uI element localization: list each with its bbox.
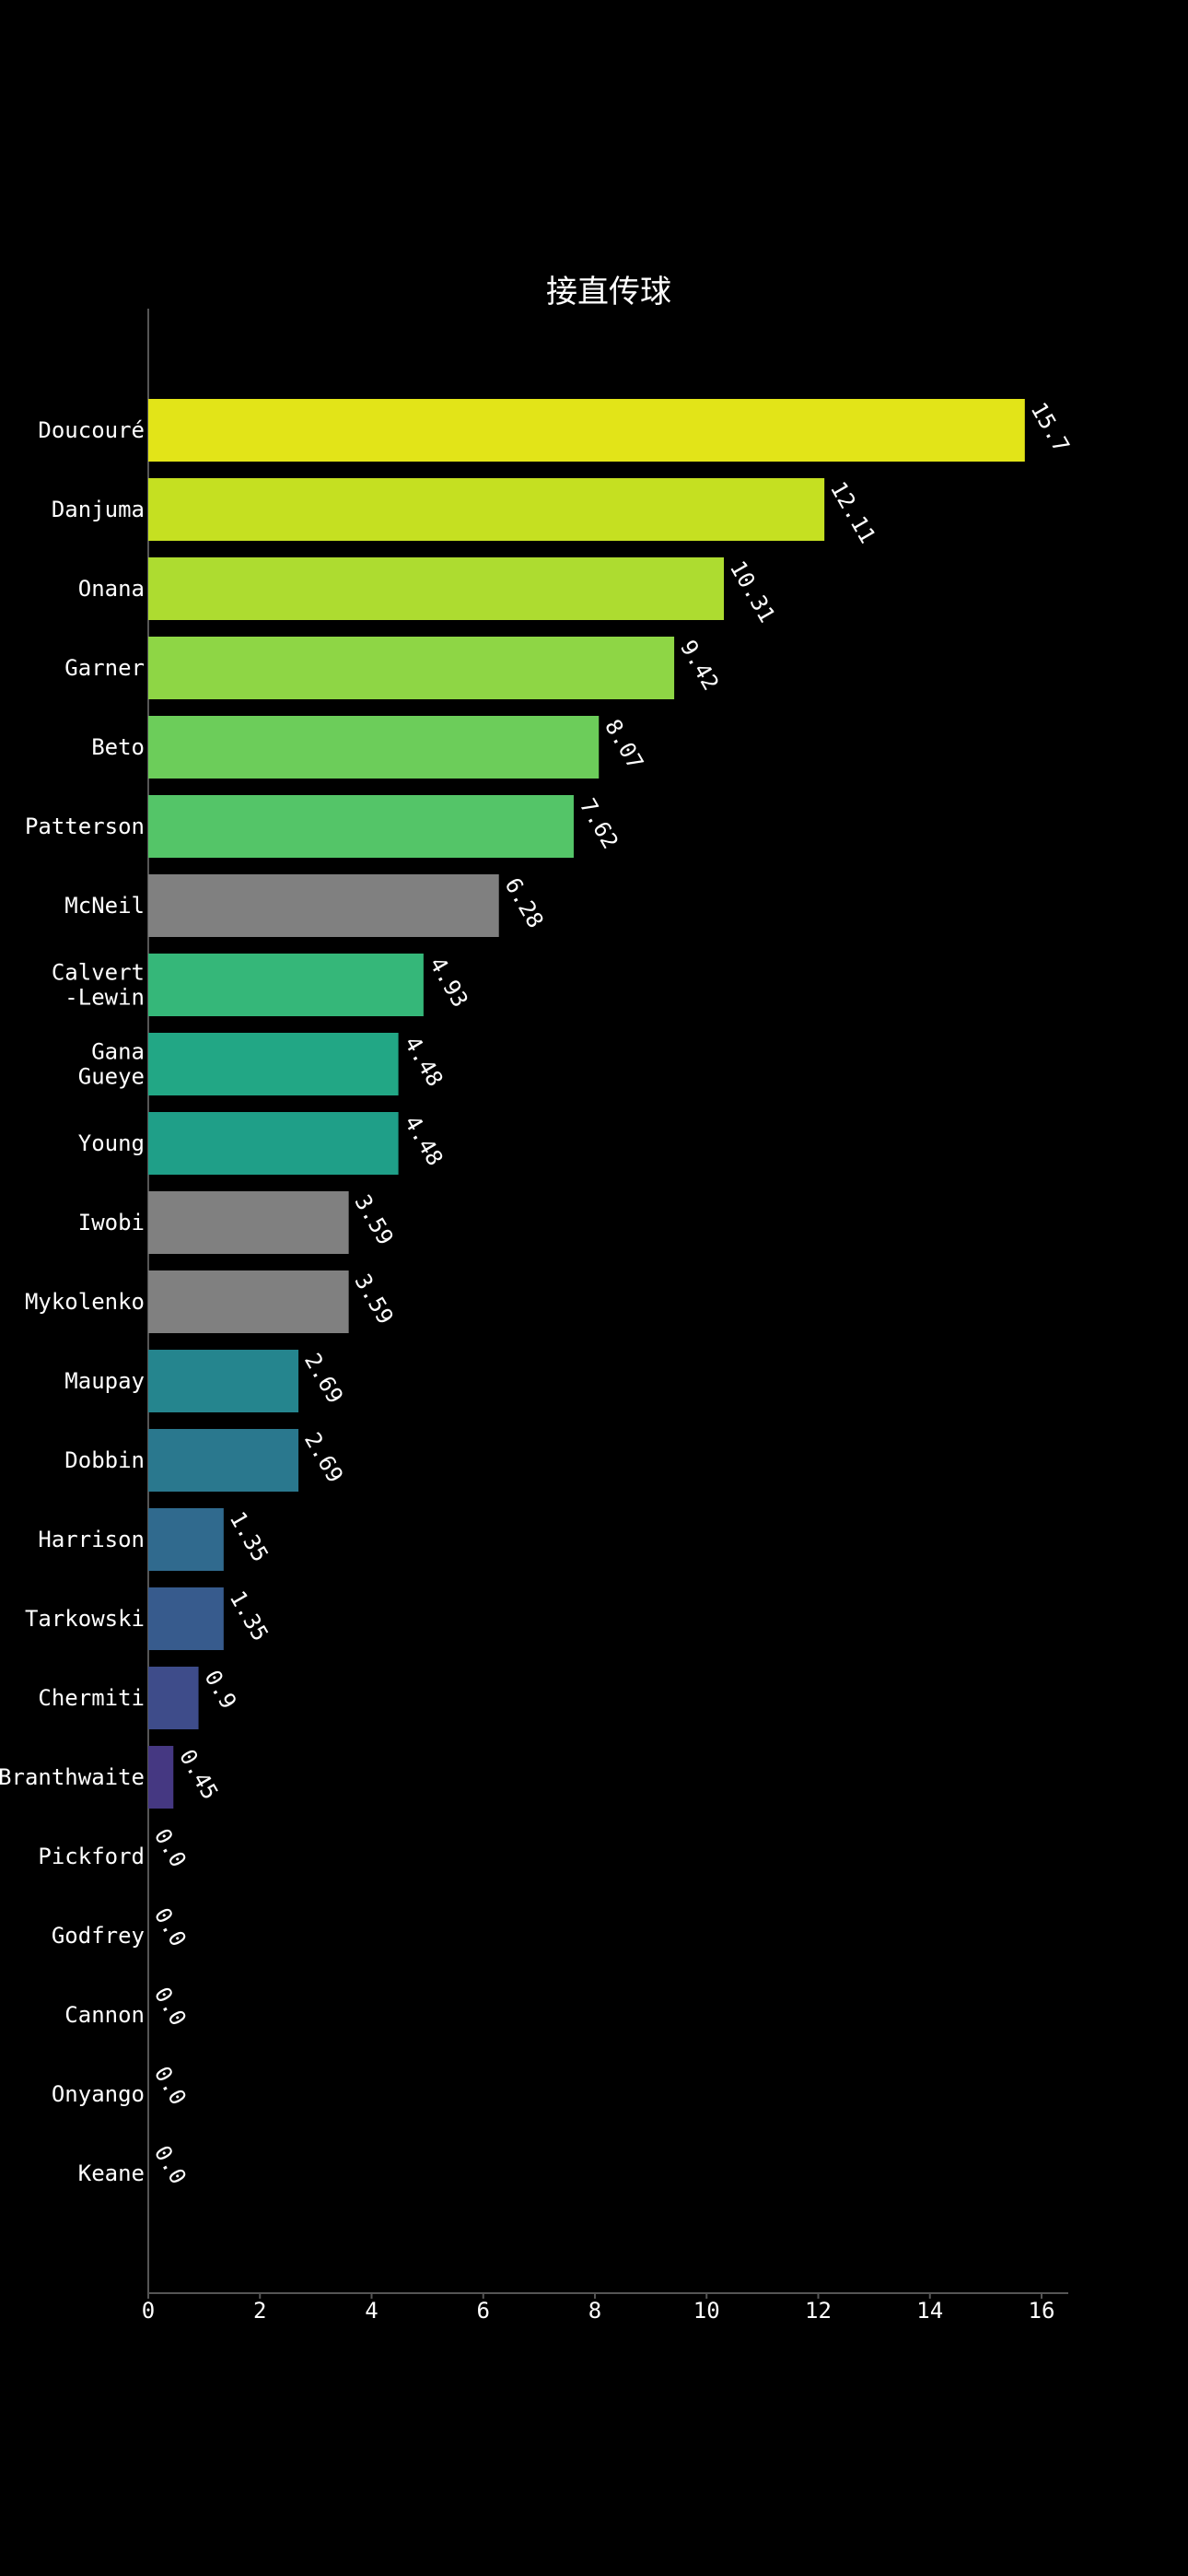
bar (148, 795, 574, 858)
x-tick-label: 10 (693, 2298, 720, 2324)
category-label: Onyango (52, 2081, 145, 2107)
category-label: Harrison (38, 1527, 145, 1552)
bar (148, 1033, 399, 1095)
value-label: 0.9 (199, 1666, 241, 1714)
category-label: Dobbin (64, 1447, 145, 1473)
value-label: 2.69 (299, 1428, 348, 1487)
category-label: Gana Gueye (78, 1039, 145, 1090)
value-label: 2.69 (299, 1349, 348, 1408)
bar (148, 1587, 224, 1650)
category-label: Tarkowski (25, 1606, 145, 1632)
x-tick-label: 4 (365, 2298, 378, 2324)
value-label: 7.62 (575, 794, 623, 853)
chart-title: 接直传球 (546, 274, 671, 310)
bar (148, 1508, 224, 1571)
category-label: Danjuma (52, 497, 145, 522)
x-tick-label: 8 (588, 2298, 601, 2324)
value-label: 10.31 (725, 556, 780, 627)
bars-layer (148, 399, 1025, 1809)
category-label: Patterson (25, 814, 145, 839)
x-tick-labels-layer: 0 2 4 6 8 10 12 14 16 (142, 2293, 1055, 2324)
bar (148, 1746, 174, 1809)
value-label: 0.45 (174, 1745, 223, 1804)
category-label: Doucouré (38, 417, 145, 443)
value-label: 12.11 (825, 477, 880, 548)
bar (148, 399, 1025, 462)
category-label: Cannon (64, 2002, 145, 2028)
bar (148, 1191, 349, 1254)
category-label: Pickford (38, 1844, 145, 1869)
category-label: Iwobi (78, 1210, 145, 1235)
value-label: 8.07 (600, 715, 648, 774)
value-label: 15.7 (1026, 398, 1075, 457)
bar (148, 1112, 399, 1175)
value-label: 0.0 (149, 1903, 192, 1951)
bar (148, 557, 725, 620)
x-tick-label: 2 (253, 2298, 266, 2324)
bar (148, 954, 424, 1016)
bar (148, 716, 600, 779)
value-label: 4.93 (425, 953, 473, 1012)
category-label: Mykolenko (25, 1289, 145, 1315)
x-tick-label: 12 (805, 2298, 832, 2324)
category-label: Beto (91, 734, 145, 760)
category-label: Onana (78, 576, 145, 602)
value-label: 3.59 (349, 1270, 398, 1329)
value-label: 0.0 (149, 1983, 192, 2031)
x-tick-label: 0 (142, 2298, 155, 2324)
value-label: 1.35 (225, 1507, 274, 1566)
bar (148, 1667, 199, 1729)
value-label: 0.0 (149, 2141, 192, 2189)
value-label: 3.59 (349, 1190, 398, 1249)
category-label: Branthwaite (0, 1764, 145, 1790)
category-label: Chermiti (38, 1685, 145, 1711)
value-label: 0.0 (149, 1824, 192, 1872)
category-labels-layer: Doucouré Danjuma Onana Garner Beto Patterson M… (0, 417, 145, 2186)
category-label: McNeil (64, 893, 145, 919)
x-tick-label: 6 (477, 2298, 490, 2324)
category-label: Maupay (64, 1368, 145, 1394)
bar (148, 874, 499, 937)
bar (148, 1270, 349, 1333)
value-label: 4.48 (399, 1111, 448, 1170)
category-label: Young (78, 1130, 145, 1156)
value-label: 9.42 (675, 636, 724, 695)
category-label: Garner (64, 655, 145, 681)
bar (148, 637, 675, 699)
x-tick-label: 14 (916, 2298, 943, 2324)
bar (148, 1429, 299, 1492)
category-label: Calvert -Lewin (52, 960, 145, 1011)
bar (148, 478, 825, 541)
value-label: 6.28 (500, 873, 549, 932)
x-tick-label: 16 (1029, 2298, 1055, 2324)
value-label: 4.48 (399, 1032, 448, 1091)
bar (148, 1350, 299, 1412)
category-label: Keane (78, 2160, 145, 2186)
category-label: Godfrey (52, 1923, 145, 1949)
value-label: 0.0 (149, 2062, 192, 2110)
value-label: 1.35 (225, 1587, 274, 1645)
